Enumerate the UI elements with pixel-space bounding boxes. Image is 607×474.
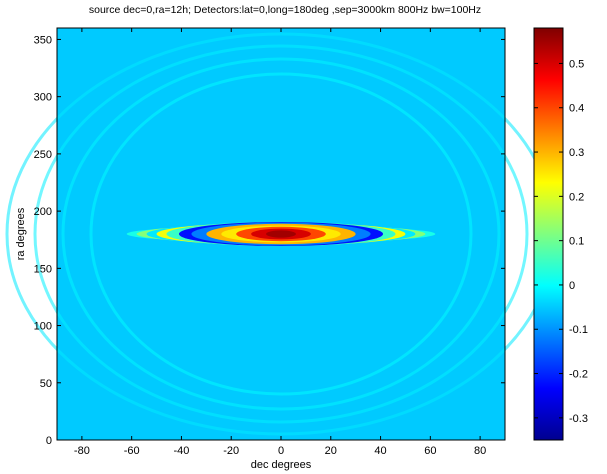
colorbar-gradient (533, 27, 564, 441)
x-tick-label: -20 (223, 445, 239, 457)
y-tick-label: 350 (34, 34, 52, 46)
y-tick-label: 150 (34, 263, 52, 275)
y-axis-label: ra degrees (15, 207, 27, 260)
fringe-band (266, 230, 296, 238)
plot-area (5, 27, 557, 441)
central-fringes (126, 221, 436, 247)
fringe-arc (89, 72, 473, 396)
fringe-arc (61, 57, 501, 411)
x-tick-label: 20 (325, 445, 337, 457)
y-axis-ticks: 0 50 100 150 200 250 300 350 (34, 34, 505, 447)
y-tick-label: 250 (34, 149, 52, 161)
chart-title: source dec=0,ra=12h; Detectors:lat=0,lon… (89, 4, 481, 16)
colorbar-tick-label: -0.3 (569, 413, 588, 425)
colorbar-tick-label: -0.1 (569, 324, 588, 336)
colorbar-tick-label: 0.1 (569, 236, 584, 248)
colorbar-tick-label: 0.4 (569, 103, 584, 115)
colorbar-tick-label: 0.3 (569, 147, 584, 159)
colorbar-tick-label: 0.2 (569, 191, 584, 203)
y-tick-label: 50 (40, 378, 52, 390)
y-tick-label: 200 (34, 206, 52, 218)
x-tick-label: -40 (173, 445, 189, 457)
colorbar: -0.3 -0.2 -0.1 0 0.1 0.2 0.3 0.4 0.5 (533, 27, 588, 441)
x-tick-label: 0 (278, 445, 284, 457)
colorbar-ticks: -0.3 -0.2 -0.1 0 0.1 0.2 0.3 0.4 0.5 (534, 58, 588, 425)
x-axis-label: dec degrees (251, 459, 312, 471)
x-tick-label: -60 (124, 445, 140, 457)
x-tick-label: 80 (474, 445, 486, 457)
fringe-arc (33, 44, 529, 424)
x-tick-label: -80 (74, 445, 90, 457)
x-tick-label: 40 (374, 445, 386, 457)
colorbar-tick-label: 0.5 (569, 58, 584, 70)
y-tick-label: 0 (46, 435, 52, 447)
colorbar-tick-label: 0 (569, 280, 575, 292)
x-tick-label: 60 (424, 445, 436, 457)
y-tick-label: 100 (34, 321, 52, 333)
colorbar-tick-label: -0.2 (569, 369, 588, 381)
x-axis-ticks: -80 -60 -40 -20 0 20 40 60 80 (74, 28, 486, 457)
y-tick-label: 300 (34, 92, 52, 104)
